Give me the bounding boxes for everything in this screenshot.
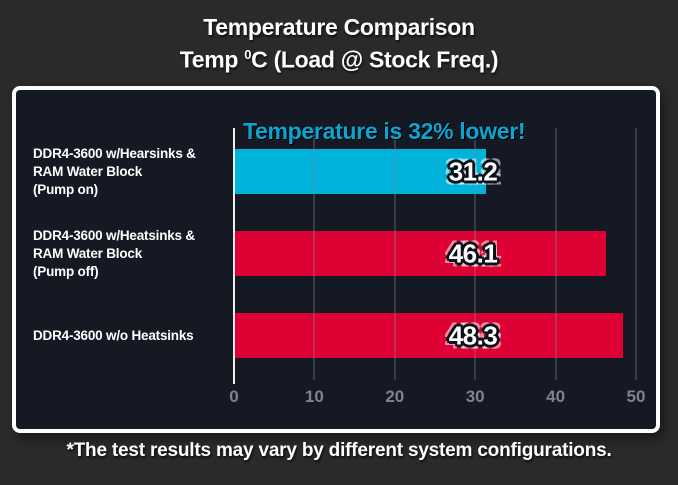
chart-title: Temperature Comparison Temp 0C (Load @ S… — [0, 13, 678, 74]
chart-annotation: Temperature is 32% lower! — [243, 118, 526, 144]
x-tick-label: 10 — [304, 387, 324, 406]
bar — [235, 231, 606, 276]
gridline — [635, 128, 637, 380]
x-tick-label: 40 — [546, 387, 566, 406]
bar-value-label: 46.1 — [448, 238, 498, 268]
bar-value-label: 31.2 — [448, 156, 498, 186]
category-label-line: DDR4-3600 w/Hearsinks & — [33, 145, 196, 161]
x-tick-label: 0 — [229, 387, 239, 406]
gridline — [554, 128, 557, 380]
category-label-line: RAM Water Block — [33, 245, 143, 261]
category-label: DDR4-3600 w/o Heatsinks — [33, 327, 235, 345]
category-label-line: DDR4-3600 w/o Heatsinks — [33, 327, 194, 343]
y-axis-line — [233, 128, 235, 384]
title-line2-pre: Temp — [179, 46, 245, 73]
category-label-line: RAM Water Block — [33, 163, 143, 179]
category-label: DDR4-3600 w/Hearsinks & RAM Water Block (P… — [33, 145, 235, 199]
chart-title-line1: Temperature Comparison — [203, 14, 475, 40]
chart-title-line2: Temp 0C (Load @ Stock Freq.) — [0, 41, 678, 74]
category-label-line: (Pump on) — [33, 181, 98, 197]
category-label-line: DDR4-3600 w/Heatsinks & — [33, 227, 195, 243]
title-line2-post: C (Load @ Stock Freq.) — [251, 46, 499, 73]
footnote: *The test results may vary by different … — [66, 440, 612, 461]
category-label-line: (Pump off) — [33, 263, 99, 279]
x-tick-label: 30 — [465, 387, 485, 406]
gridline — [393, 128, 396, 380]
gridline — [313, 128, 316, 380]
category-label: DDR4-3600 w/Heatsinks & RAM Water Block (P… — [33, 227, 235, 281]
bar — [235, 149, 486, 194]
gridline — [474, 128, 477, 380]
chart-panel: Temperature is 32% lower! 31.2 DDR4-3600 … — [12, 86, 660, 433]
x-tick-label: 50 — [626, 387, 646, 406]
bar — [235, 313, 624, 358]
bar-value-label: 48.3 — [448, 320, 498, 350]
x-tick-label: 20 — [385, 387, 405, 406]
title-superscript-zero: 0 — [244, 47, 252, 62]
